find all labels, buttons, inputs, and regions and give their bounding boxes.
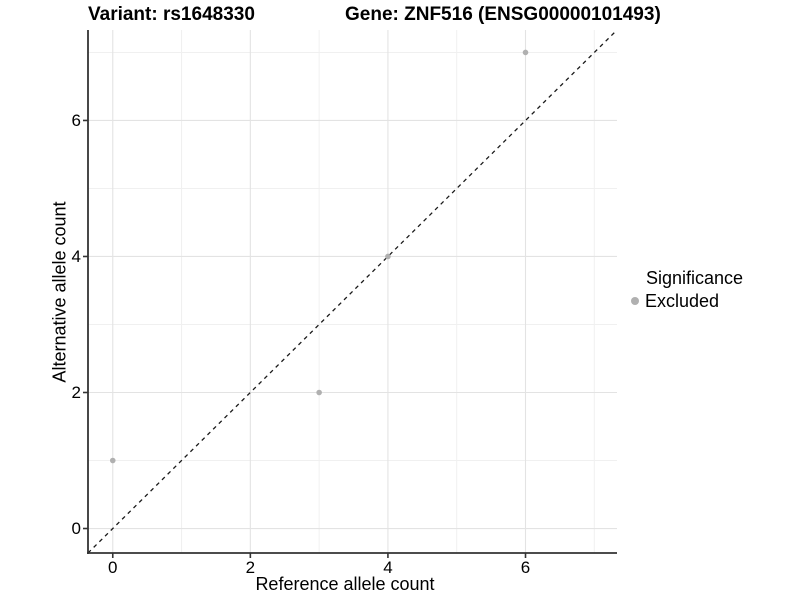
y-tick-label: 4 <box>71 246 81 266</box>
y-axis-title: Alternative allele count <box>49 201 70 383</box>
legend: Significance Excluded <box>630 268 795 311</box>
legend-point-swatch-icon <box>631 297 639 305</box>
legend-title: Significance <box>646 268 744 288</box>
data-point <box>109 457 116 464</box>
legend-item-label: Excluded <box>645 291 720 311</box>
legend-item: Excluded <box>630 291 795 311</box>
x-tick-label: 4 <box>383 558 393 577</box>
y-tick-label: 6 <box>71 110 81 130</box>
x-tick-label: 6 <box>520 558 531 577</box>
x-tick-label: 2 <box>245 558 256 577</box>
x-tick-label: 0 <box>108 558 118 577</box>
x-axis-title: Reference allele count <box>255 574 435 594</box>
data-point <box>316 389 322 396</box>
plot-title-gene: Gene: ZNF516 (ENSG00000101493) <box>345 4 661 25</box>
identity-line <box>88 30 617 553</box>
data-point <box>385 253 391 260</box>
plot-title-variant: Variant: rs1648330 <box>88 4 255 25</box>
y-tick-label: 0 <box>71 519 81 539</box>
data-point <box>522 49 529 56</box>
y-tick-label: 2 <box>71 382 81 402</box>
